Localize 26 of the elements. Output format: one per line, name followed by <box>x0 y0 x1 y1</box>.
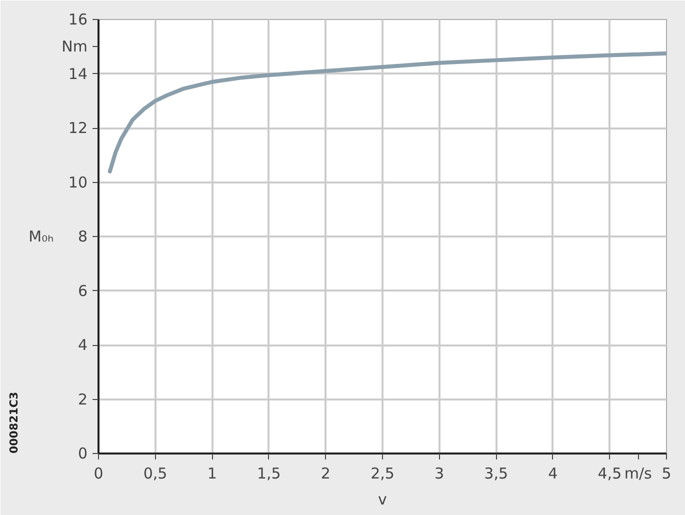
y-tick-label: 0 <box>78 444 88 462</box>
y-tick-label: 10 <box>68 173 88 192</box>
x-tick-label: 2 <box>320 464 330 482</box>
text: 000821C3 <box>8 392 20 454</box>
x-tick-label: 3 <box>434 464 444 482</box>
x-tick-label: 2,5 <box>370 464 394 482</box>
y-tick-label: 6 <box>78 282 88 300</box>
y-tick-label: 2 <box>78 390 88 408</box>
y-tick-label: 16 <box>68 10 88 28</box>
y-tick-label: 14 <box>68 64 88 83</box>
y-tick-label: 4 <box>78 336 88 354</box>
x-tick-label: 5 <box>662 464 672 482</box>
y-tick-label: 8 <box>78 228 88 246</box>
line-series <box>108 51 666 174</box>
x-tick-label: 0,5 <box>143 464 168 482</box>
x-tick-label: 0 <box>94 464 104 482</box>
x-tick-label: 4,5 <box>598 464 622 482</box>
text: m/s <box>624 464 652 482</box>
x-axis-title: v <box>378 490 388 508</box>
x-tick-label: 4 <box>548 464 558 482</box>
x-tick-label: 3,5 <box>484 464 508 482</box>
y-axis-title: M₀ₕ <box>28 228 54 246</box>
text: Nm <box>62 38 88 56</box>
x-tick-label: 1,5 <box>256 464 281 482</box>
x-tick-label: 1 <box>207 464 217 482</box>
y-tick-label: 12 <box>68 119 88 137</box>
